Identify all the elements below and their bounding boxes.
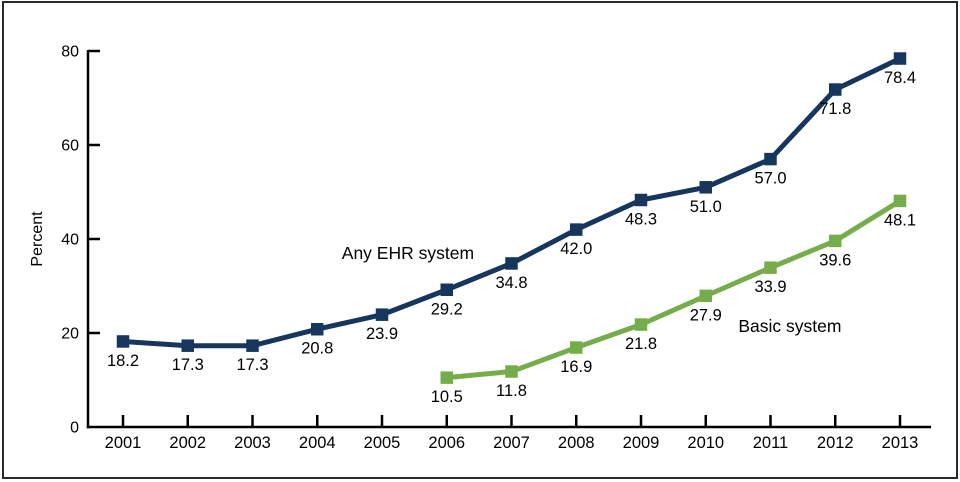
x-tick-label: 2012 xyxy=(817,434,854,452)
data-point-marker-any-ehr-system xyxy=(570,223,583,236)
series-line-basic-system xyxy=(446,198,902,381)
data-point-label-any-ehr-system: 48.3 xyxy=(625,210,657,228)
x-tick-label: 2011 xyxy=(753,434,788,452)
x-tick-label: 2010 xyxy=(687,434,724,452)
data-point-label-any-ehr-system: 34.8 xyxy=(495,274,527,292)
data-point-label-basic-system: 33.9 xyxy=(754,278,786,296)
data-point-label-any-ehr-system: 29.2 xyxy=(431,300,463,318)
data-point-label-any-ehr-system: 18.2 xyxy=(107,352,139,370)
data-point-label-any-ehr-system: 42.0 xyxy=(560,240,592,258)
data-point-marker-any-ehr-system xyxy=(181,339,194,352)
data-point-label-any-ehr-system: 51.0 xyxy=(690,198,722,216)
data-point-label-basic-system: 21.8 xyxy=(625,335,657,353)
data-point-label-any-ehr-system: 20.8 xyxy=(301,340,333,358)
x-tick-label: 2001 xyxy=(105,434,142,452)
data-point-marker-basic-system xyxy=(829,234,842,248)
data-point-marker-any-ehr-system xyxy=(311,322,324,336)
data-point-marker-any-ehr-system xyxy=(440,283,453,297)
series-label-basic-system: Basic system xyxy=(738,316,841,336)
data-point-label-any-ehr-system: 17.3 xyxy=(236,356,268,374)
data-point-label-any-ehr-system: 17.3 xyxy=(172,356,204,374)
data-point-label-any-ehr-system: 78.4 xyxy=(884,69,916,87)
y-tick-label: 20 xyxy=(61,326,79,343)
x-tick-label: 2013 xyxy=(882,434,919,452)
data-point-marker-basic-system xyxy=(893,194,907,208)
data-point-marker-basic-system xyxy=(634,318,648,331)
x-tick-label: 2002 xyxy=(169,434,206,452)
data-point-marker-any-ehr-system xyxy=(505,257,518,270)
series-label-any-ehr-system: Any EHR system xyxy=(342,243,474,263)
data-point-marker-basic-system xyxy=(570,341,583,354)
data-point-label-any-ehr-system: 23.9 xyxy=(366,325,398,343)
x-tick-label: 2007 xyxy=(493,434,530,452)
data-point-label-basic-system: 48.1 xyxy=(884,211,916,229)
data-point-label-basic-system: 10.5 xyxy=(431,388,463,406)
data-point-label-any-ehr-system: 57.0 xyxy=(754,170,786,188)
data-point-marker-any-ehr-system xyxy=(246,339,259,352)
y-tick-label: 60 xyxy=(61,138,79,155)
data-point-marker-any-ehr-system xyxy=(829,83,842,96)
data-point-label-basic-system: 39.6 xyxy=(819,251,851,269)
data-point-marker-any-ehr-system xyxy=(634,193,648,207)
x-tick-label: 2005 xyxy=(364,434,401,452)
y-tick-label: 0 xyxy=(70,420,79,437)
y-axis-title: Percent xyxy=(29,211,46,267)
data-point-label-any-ehr-system: 71.8 xyxy=(819,100,851,118)
y-tick-label: 40 xyxy=(61,232,79,249)
data-point-marker-any-ehr-system xyxy=(375,308,389,321)
data-point-label-basic-system: 27.9 xyxy=(690,306,722,324)
data-point-marker-any-ehr-system xyxy=(116,335,130,348)
x-tick-label: 2006 xyxy=(428,434,465,452)
x-tick-label: 2008 xyxy=(558,434,595,452)
data-point-marker-any-ehr-system xyxy=(699,181,712,194)
data-point-marker-any-ehr-system xyxy=(764,152,777,166)
data-point-marker-basic-system xyxy=(764,261,777,274)
x-tick-label: 2003 xyxy=(234,434,271,452)
x-tick-label: 2009 xyxy=(623,434,660,452)
y-tick-label: 80 xyxy=(61,44,79,61)
data-point-marker-basic-system xyxy=(699,289,712,303)
data-point-marker-basic-system xyxy=(440,371,453,384)
x-tick-label: 2004 xyxy=(299,434,336,452)
data-point-marker-basic-system xyxy=(505,365,518,378)
series-line-any-ehr-system xyxy=(122,56,902,349)
data-point-label-basic-system: 16.9 xyxy=(560,358,592,376)
data-point-label-basic-system: 11.8 xyxy=(496,382,527,400)
data-point-marker-any-ehr-system xyxy=(893,52,907,65)
